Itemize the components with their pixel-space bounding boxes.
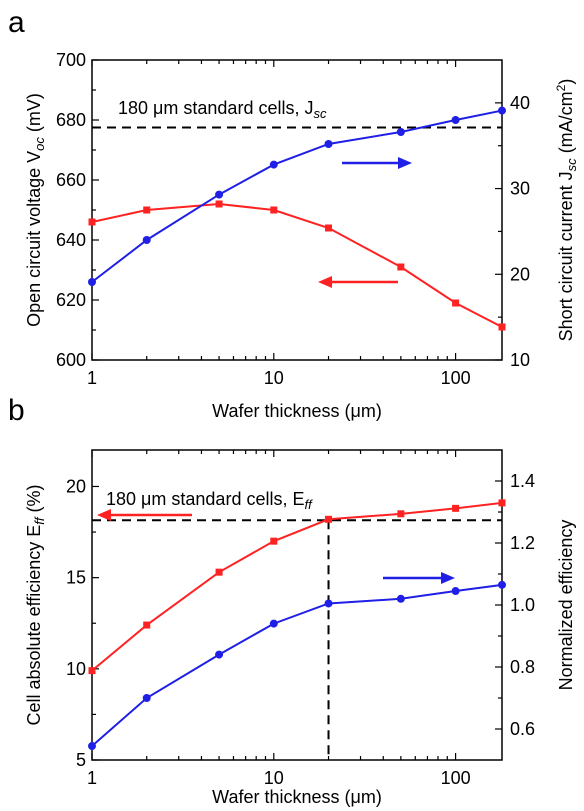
y-right-tick-label: 1.0 (510, 595, 535, 615)
data-point-square (88, 218, 96, 226)
data-point-square (215, 200, 223, 208)
reference-label: 180 μm standard cells, Eff (106, 489, 313, 512)
data-point-circle (396, 594, 405, 603)
data-point-circle (498, 580, 506, 589)
y-left-tick-label: 680 (56, 110, 86, 130)
panel-letter: a (8, 6, 25, 39)
data-point-circle (269, 619, 278, 628)
y-left-tick-label: 5 (76, 750, 86, 770)
y-left-axis-label: Cell absolute efficiency Eff (%) (24, 484, 47, 725)
chart-panel-b: b 1 10 100 5 10 15 20 0.6 0.8 1.0 1.2 1.4 Wafer thick… (8, 394, 576, 807)
axis-arrow-head (398, 157, 412, 169)
y-left-tick-label: 700 (56, 50, 86, 70)
y-left-tick-label: 10 (66, 659, 86, 679)
y-left-tick-label: 600 (56, 350, 86, 370)
y-left-tick-label: 640 (56, 230, 86, 250)
y-right-axis-label: Short circuit current Jsc (mA/cm2) (554, 79, 579, 342)
reference-label: 180 μm standard cells, Jsc (118, 98, 327, 121)
y-right-axis-label: Normalized efficiency (556, 520, 576, 691)
data-point-circle (142, 694, 151, 702)
data-point-square (143, 621, 151, 629)
data-point-circle (451, 587, 460, 596)
data-point-square (397, 263, 405, 271)
data-point-circle (324, 140, 333, 148)
y-left-tick-label: 15 (66, 568, 86, 588)
data-point-square (325, 224, 333, 232)
x-tick-label: 100 (441, 368, 471, 388)
y-left-tick-label: 660 (56, 170, 86, 190)
data-point-circle (324, 599, 333, 608)
x-tick-label: 1 (87, 768, 97, 788)
series-line-left (91, 202, 503, 328)
data-point-circle (269, 160, 278, 169)
chart-panel-a: a 1 10 100 600 620 640 660 680 700 10 20 30 40 Wafer t… (8, 6, 579, 421)
panel-letter: b (8, 394, 25, 427)
data-point-circle (88, 742, 96, 751)
x-tick-label: 10 (264, 368, 284, 388)
data-point-square (270, 206, 278, 214)
data-point-square (88, 667, 96, 675)
data-point-square (452, 504, 460, 512)
data-point-circle (498, 106, 506, 115)
y-right-tick-label: 1.4 (510, 471, 535, 491)
data-point-circle (396, 128, 405, 136)
x-tick-label: 10 (264, 768, 284, 788)
data-point-square (498, 499, 506, 507)
x-axis-label: Wafer thickness (μm) (212, 787, 382, 807)
y-left-tick-label: 20 (66, 476, 86, 496)
y-right-tick-label: 40 (510, 93, 530, 113)
y-right-tick-label: 10 (510, 350, 530, 370)
y-right-tick-label: 1.2 (510, 533, 535, 553)
y-right-tick-label: 30 (510, 179, 530, 199)
data-point-square (397, 510, 405, 518)
data-point-circle (215, 650, 224, 659)
data-point-square (143, 206, 151, 214)
data-point-square (270, 537, 278, 545)
series-line-right (91, 109, 503, 283)
y-right-tick-label: 0.8 (510, 657, 535, 677)
data-point-square (452, 299, 460, 307)
data-point-circle (451, 116, 460, 124)
y-right-tick-label: 0.6 (510, 719, 535, 739)
data-point-circle (215, 190, 224, 199)
axis-arrow-head (441, 572, 455, 584)
x-tick-label: 1 (87, 368, 97, 388)
y-left-axis-label: Open circuit voltage Voc (mV) (24, 93, 47, 327)
x-axis-label: Wafer thickness (μm) (212, 401, 382, 421)
data-point-circle (142, 236, 151, 244)
axis-arrow-head (97, 509, 111, 521)
axis-arrow-head (318, 276, 332, 288)
y-left-tick-label: 620 (56, 290, 86, 310)
x-tick-label: 100 (441, 768, 471, 788)
data-point-square (215, 568, 223, 576)
series-line-right (91, 583, 503, 747)
data-point-square (325, 515, 333, 523)
series-line-left (91, 501, 503, 672)
y-right-tick-label: 20 (510, 264, 530, 284)
data-point-square (498, 323, 506, 331)
data-point-circle (88, 278, 96, 286)
